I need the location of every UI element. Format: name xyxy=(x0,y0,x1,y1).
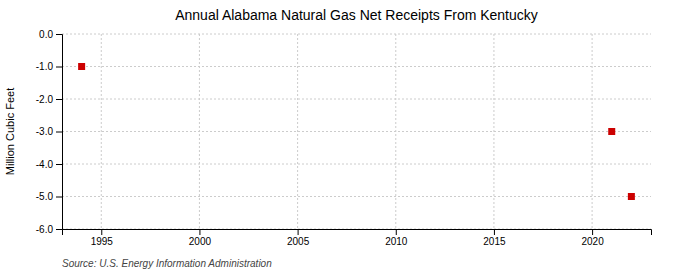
tick-mark xyxy=(56,34,62,35)
points xyxy=(78,63,635,200)
tick: 2005 xyxy=(287,229,310,247)
tick-label: 2015 xyxy=(483,236,506,247)
tick-label: -3.0 xyxy=(36,126,54,137)
tick: 0.0 xyxy=(39,29,62,40)
grid-line xyxy=(62,164,651,165)
plot-area: 1995 2000 2005 2010 2015 2020 0.0 -1.0 -2.0 -3.0 -… xyxy=(36,29,652,247)
tick-mark xyxy=(199,229,200,235)
tick: -5.0 xyxy=(36,191,62,202)
axis-title: Million Cubic Feet xyxy=(4,88,16,175)
tick-label: 2020 xyxy=(581,236,604,247)
tick-label: 2000 xyxy=(189,236,212,247)
tick: 1995 xyxy=(91,229,114,247)
tick-mark xyxy=(101,229,102,235)
point xyxy=(628,193,635,200)
grid-line xyxy=(62,131,651,132)
chart: 1995 2000 2005 2010 2015 2020 0.0 -1.0 -2.0 -3.0 -… xyxy=(0,0,675,275)
tick: -4.0 xyxy=(36,159,62,170)
grid xyxy=(62,34,651,229)
point xyxy=(78,63,85,70)
tick-mark xyxy=(592,229,593,235)
tick: 2020 xyxy=(581,229,604,247)
tick-label: -5.0 xyxy=(36,191,54,202)
grid-line xyxy=(62,34,651,35)
tick-mark xyxy=(494,229,495,235)
tick-label: -2.0 xyxy=(36,94,54,105)
tick-mark xyxy=(56,197,62,198)
tick-label: 2005 xyxy=(287,236,310,247)
tick-mark xyxy=(396,229,397,235)
tick-label: 0.0 xyxy=(39,29,53,40)
axis-line xyxy=(56,35,63,230)
tick: 2010 xyxy=(385,229,408,247)
source: Source: U.S. Energy Information Administ… xyxy=(62,258,272,269)
tick-label: -1.0 xyxy=(36,61,54,72)
tick: -6.0 xyxy=(36,224,62,235)
tick: 2000 xyxy=(189,229,212,247)
tick: 2015 xyxy=(483,229,506,247)
grid-line xyxy=(297,34,298,229)
x-axis: 1995 2000 2005 2010 2015 2020 xyxy=(63,229,652,247)
tick-mark xyxy=(56,132,62,133)
tick-label: 2010 xyxy=(385,236,408,247)
grid-line xyxy=(62,99,651,100)
grid-line xyxy=(62,66,651,67)
tick: -1.0 xyxy=(36,61,62,72)
point xyxy=(608,128,615,135)
axis-line xyxy=(63,230,652,236)
grid-line xyxy=(101,34,102,229)
tick: -2.0 xyxy=(36,94,62,105)
title: Annual Alabama Natural Gas Net Receipts … xyxy=(175,7,538,23)
grid-line xyxy=(62,196,651,197)
tick-mark xyxy=(56,229,62,230)
tick-mark xyxy=(56,67,62,68)
tick-mark xyxy=(56,99,62,100)
tick-mark xyxy=(56,164,62,165)
tick-label: -6.0 xyxy=(36,224,54,235)
tick-mark xyxy=(298,229,299,235)
tick-label: -4.0 xyxy=(36,159,54,170)
tick: -3.0 xyxy=(36,126,62,137)
y-axis: 0.0 -1.0 -2.0 -3.0 -4.0 -5.0 -6.0 xyxy=(36,29,63,235)
tick-label: 1995 xyxy=(91,236,114,247)
